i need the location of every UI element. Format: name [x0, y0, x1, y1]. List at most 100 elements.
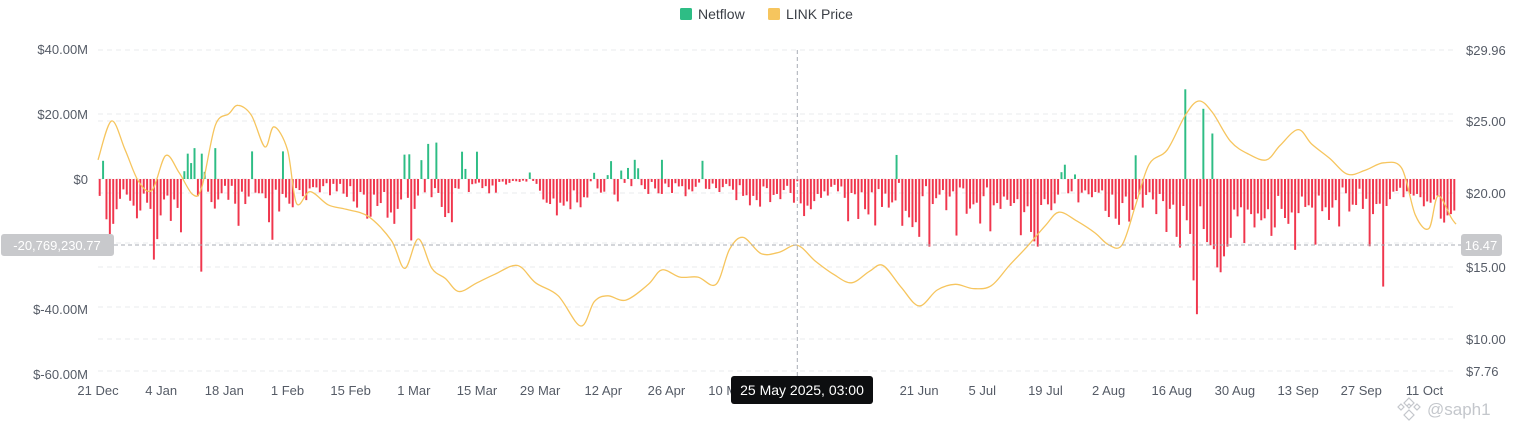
- netflow-bar[interactable]: [464, 168, 467, 179]
- netflow-bar[interactable]: [887, 179, 890, 208]
- netflow-bar[interactable]: [616, 179, 619, 202]
- netflow-bar[interactable]: [339, 179, 342, 184]
- netflow-bar[interactable]: [132, 179, 135, 206]
- netflow-bar[interactable]: [193, 148, 196, 180]
- netflow-bar[interactable]: [772, 179, 775, 195]
- netflow-bar[interactable]: [1294, 179, 1297, 250]
- netflow-bar[interactable]: [684, 179, 687, 197]
- netflow-bar[interactable]: [630, 179, 633, 187]
- netflow-bar[interactable]: [820, 179, 822, 198]
- netflow-bar[interactable]: [383, 179, 386, 192]
- netflow-bar[interactable]: [1311, 179, 1314, 208]
- netflow-bar[interactable]: [437, 179, 440, 193]
- netflow-bar[interactable]: [786, 179, 789, 186]
- netflow-bar[interactable]: [1179, 179, 1181, 248]
- netflow-bar[interactable]: [467, 179, 470, 192]
- netflow-bar[interactable]: [488, 179, 491, 194]
- netflow-bar[interactable]: [1145, 179, 1148, 195]
- netflow-bar[interactable]: [342, 179, 345, 194]
- netflow-bar[interactable]: [633, 159, 636, 179]
- netflow-bar[interactable]: [291, 179, 294, 208]
- netflow-bar-positive[interactable]: [1134, 155, 1137, 179]
- netflow-bar[interactable]: [1348, 179, 1351, 212]
- netflow-bar[interactable]: [806, 179, 809, 206]
- netflow-bar[interactable]: [501, 179, 504, 182]
- netflow-bar[interactable]: [1053, 179, 1056, 204]
- netflow-bar[interactable]: [518, 179, 521, 182]
- netflow-bar[interactable]: [1385, 179, 1388, 206]
- netflow-bar[interactable]: [566, 179, 569, 202]
- netflow-bar[interactable]: [897, 179, 900, 183]
- netflow-bar[interactable]: [410, 179, 413, 241]
- netflow-bar[interactable]: [1358, 179, 1361, 189]
- netflow-bar[interactable]: [1239, 179, 1242, 208]
- netflow-bar[interactable]: [931, 179, 934, 205]
- netflow-bar[interactable]: [1134, 179, 1137, 200]
- netflow-bar[interactable]: [1338, 179, 1341, 227]
- netflow-bar-positive[interactable]: [895, 154, 898, 179]
- netflow-bar[interactable]: [776, 179, 778, 194]
- netflow-bar[interactable]: [796, 179, 799, 182]
- netflow-bar[interactable]: [1002, 179, 1005, 197]
- netflow-bar[interactable]: [1155, 179, 1158, 215]
- netflow-bar[interactable]: [379, 179, 382, 204]
- netflow-bar[interactable]: [224, 179, 226, 186]
- netflow-bar[interactable]: [284, 179, 287, 198]
- netflow-bar[interactable]: [850, 179, 853, 193]
- netflow-bar[interactable]: [1148, 179, 1151, 193]
- netflow-bar[interactable]: [169, 179, 172, 221]
- netflow-bar[interactable]: [366, 179, 369, 219]
- netflow-bar[interactable]: [505, 179, 508, 185]
- netflow-bar[interactable]: [657, 179, 660, 194]
- netflow-bar[interactable]: [1365, 179, 1368, 199]
- netflow-bar[interactable]: [972, 179, 975, 205]
- netflow-bar[interactable]: [1273, 179, 1276, 228]
- netflow-bar[interactable]: [715, 179, 718, 189]
- netflow-bar[interactable]: [345, 179, 348, 197]
- netflow-bar[interactable]: [142, 179, 145, 194]
- netflow-bar[interactable]: [257, 179, 260, 194]
- netflow-bar[interactable]: [735, 179, 738, 201]
- netflow-bar[interactable]: [1060, 172, 1063, 179]
- netflow-bar[interactable]: [186, 153, 189, 179]
- netflow-bar[interactable]: [816, 179, 819, 194]
- netflow-bar[interactable]: [1253, 179, 1256, 228]
- netflow-bar[interactable]: [1453, 179, 1456, 211]
- netflow-bar[interactable]: [1314, 179, 1317, 245]
- netflow-bar[interactable]: [1395, 179, 1398, 192]
- netflow-bar[interactable]: [1344, 179, 1347, 194]
- netflow-bar[interactable]: [318, 179, 321, 193]
- netflow-bar[interactable]: [237, 179, 240, 226]
- netflow-bar[interactable]: [853, 179, 856, 195]
- netflow-bar[interactable]: [599, 179, 602, 193]
- netflow-bar-positive[interactable]: [1202, 108, 1205, 179]
- netflow-bar[interactable]: [444, 179, 447, 218]
- netflow-bar[interactable]: [1355, 179, 1358, 205]
- netflow-bar[interactable]: [1202, 179, 1205, 230]
- netflow-bar[interactable]: [210, 179, 213, 203]
- netflow-bar[interactable]: [1307, 179, 1310, 206]
- netflow-bar[interactable]: [1141, 179, 1144, 208]
- netflow-bar[interactable]: [234, 179, 237, 204]
- netflow-bar[interactable]: [948, 179, 951, 197]
- netflow-bar[interactable]: [823, 179, 826, 192]
- netflow-bar[interactable]: [610, 161, 613, 180]
- netflow-bar[interactable]: [1426, 179, 1429, 202]
- netflow-bar[interactable]: [874, 179, 877, 226]
- netflow-bar[interactable]: [433, 179, 436, 189]
- netflow-bar[interactable]: [650, 179, 653, 182]
- netflow-bar[interactable]: [447, 179, 450, 214]
- netflow-bar[interactable]: [559, 179, 562, 203]
- netflow-bar[interactable]: [1351, 179, 1354, 205]
- netflow-bar[interactable]: [1378, 179, 1381, 204]
- netflow-bar[interactable]: [698, 179, 701, 183]
- netflow-bar[interactable]: [413, 179, 416, 209]
- netflow-bar[interactable]: [423, 179, 426, 193]
- netflow-bar[interactable]: [908, 179, 911, 218]
- netflow-bar[interactable]: [999, 179, 1002, 209]
- netflow-bar[interactable]: [1287, 179, 1290, 224]
- netflow-bar[interactable]: [935, 179, 938, 199]
- netflow-bar[interactable]: [301, 179, 304, 197]
- netflow-bar[interactable]: [156, 179, 159, 240]
- netflow-bar[interactable]: [1229, 179, 1232, 238]
